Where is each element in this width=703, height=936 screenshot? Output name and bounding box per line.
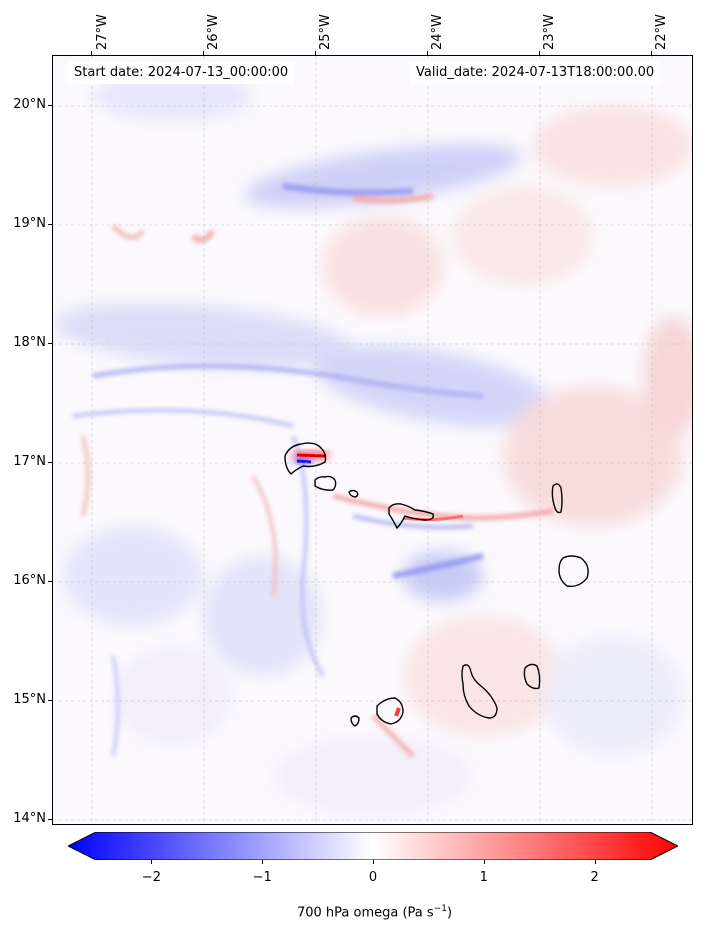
lat-tick <box>48 343 52 344</box>
lat-tick <box>48 819 52 820</box>
colorbar-tick-label: 2 <box>590 870 599 885</box>
colorbar-tick-label: 0 <box>368 870 378 885</box>
lat-label-19n: 19°N <box>13 216 46 231</box>
island-santiago <box>461 664 498 719</box>
island-fogo <box>376 697 404 725</box>
valid-date-label: Valid_date: 2024-07-13T18:00:00.00 <box>410 62 661 84</box>
island-santa-luzia <box>348 489 359 498</box>
lon-label-26w: 26°W <box>206 14 221 50</box>
colorbar-tick <box>483 860 485 864</box>
colorbar-title: 700 hPa omega (Pa s−1) <box>296 904 453 921</box>
colorbar-tick <box>151 860 153 864</box>
colorbar-tick-label: −2 <box>141 870 161 885</box>
island-sao-nicolau <box>388 503 435 530</box>
lon-label-24w: 24°W <box>430 14 445 50</box>
island-boa-vista <box>558 555 589 588</box>
lat-label-20n: 20°N <box>13 97 46 112</box>
lat-label-18n: 18°N <box>13 335 46 350</box>
colorbar-tick-label: −1 <box>252 870 272 885</box>
start-date-label: Start date: 2024-07-13_00:00:00 <box>68 62 295 84</box>
lat-tick <box>48 581 52 582</box>
coastlines <box>284 442 589 727</box>
island-sao-vicente <box>314 475 337 491</box>
lat-label-14n: 14°N <box>13 811 46 826</box>
island-maio <box>523 663 541 690</box>
lon-tick <box>539 51 540 55</box>
lon-tick <box>203 51 204 55</box>
island-sal <box>551 483 563 514</box>
colorbar-tick <box>594 860 596 864</box>
map-panel <box>52 55 693 825</box>
lon-tick <box>651 51 652 55</box>
lon-label-22w: 22°W <box>654 14 669 50</box>
lat-tick <box>48 224 52 225</box>
island-brava <box>350 715 360 727</box>
colorbar-tick <box>373 860 374 864</box>
island-santo-antao <box>284 442 327 475</box>
colorbar-tick-label: 1 <box>479 870 488 885</box>
lat-label-16n: 16°N <box>13 573 46 588</box>
lon-label-25w: 25°W <box>318 14 333 50</box>
colorbar-tick <box>262 860 264 864</box>
lat-tick <box>48 700 52 701</box>
lat-label-17n: 17°N <box>13 454 46 469</box>
lon-label-23w: 23°W <box>542 14 557 50</box>
lat-tick <box>48 105 52 106</box>
colorbar <box>68 832 678 860</box>
lon-tick <box>91 51 92 55</box>
lon-tick <box>427 51 428 55</box>
omega-field <box>53 56 692 824</box>
lat-tick <box>48 462 52 463</box>
lon-tick <box>315 51 316 55</box>
lon-label-27w: 27°W <box>95 14 110 50</box>
lat-label-15n: 15°N <box>13 692 46 707</box>
